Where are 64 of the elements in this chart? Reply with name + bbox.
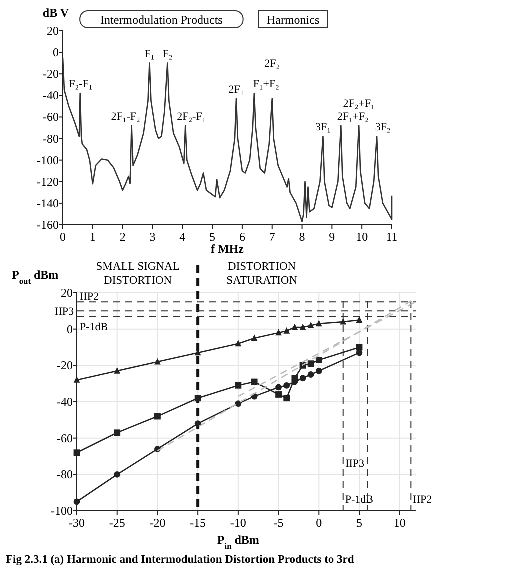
- annotation: 2F₁: [228, 84, 244, 96]
- y-tick-label: -20: [57, 358, 73, 373]
- x-tick-label: -30: [69, 516, 85, 530]
- x-tick-label: 3: [150, 230, 156, 244]
- caption: Fig 2.3.1 (a) Harmonic and Intermodulation Distortion Products to 3rd: [6, 554, 355, 566]
- y-tick-label: -40: [57, 395, 73, 409]
- x-tick-label: 10: [394, 516, 406, 530]
- annotation: F₁+F₂: [253, 78, 280, 91]
- y-axis-title: P$_{out}$ dBm: [12, 268, 59, 286]
- x-tick-label: 4: [180, 230, 186, 244]
- x-axis-title: P$_{in}$ dBm: [217, 533, 260, 550]
- annotation: 2F₂: [264, 58, 280, 70]
- x-tick-label: 1: [90, 230, 96, 244]
- text: Intermodulation Products: [100, 13, 224, 27]
- ref-line-label: IIP3: [346, 458, 366, 470]
- y-tick-label: 0: [67, 322, 73, 336]
- y-tick-label: -80: [43, 132, 59, 146]
- annotation: 2F₂-F₁: [177, 110, 206, 123]
- y-tick-label: -40: [43, 88, 59, 103]
- x-tick-label: 5: [356, 516, 362, 530]
- text: DISTORTION SATURATION: [226, 261, 298, 287]
- ref-line-label: IIP2: [80, 291, 99, 304]
- text: SMALL SIGNAL DISTORTION: [96, 261, 180, 287]
- annotation: F₂: [162, 48, 173, 60]
- annotation: F₁: [144, 48, 155, 60]
- x-tick-label: 8: [299, 230, 306, 244]
- ref-line-label: IIP2: [413, 494, 432, 506]
- annotation: F₂-F₁: [69, 78, 93, 91]
- annotation: 2F₁+F₂: [337, 110, 370, 123]
- x-tick-label: 11: [386, 230, 398, 244]
- annotation: 2F₂+F₁: [343, 98, 376, 110]
- y-tick-label: 20: [47, 24, 59, 38]
- x-axis-title: f MHz: [211, 242, 245, 256]
- y-tick-label: -100: [51, 504, 73, 518]
- x-tick-label: 10: [356, 230, 368, 244]
- y-tick-label: -120: [37, 174, 59, 189]
- x-tick-label: -20: [150, 516, 166, 530]
- annotation: 2F₁-F₂: [111, 110, 140, 123]
- y-axis-title: dB V: [42, 6, 70, 20]
- y-tick-label: -80: [57, 468, 73, 482]
- ref-line-label: P-1dB: [80, 322, 108, 334]
- x-tick-label: 6: [239, 230, 246, 244]
- x-tick-label: 0: [316, 516, 322, 530]
- y-tick-label: -60: [57, 431, 73, 446]
- x-tick-label: 9: [329, 230, 336, 244]
- y-tick-label: 20: [61, 286, 73, 300]
- annotation: 3F₂: [375, 122, 391, 134]
- y-tick-label: -160: [37, 218, 59, 232]
- annotation: 3F₁: [315, 122, 332, 134]
- y-tick-label: -20: [43, 67, 59, 82]
- x-tick-label: 2: [120, 230, 126, 244]
- x-tick-label: -25: [109, 516, 126, 530]
- x-tick-label: -5: [274, 516, 284, 530]
- x-tick-label: -10: [230, 516, 246, 530]
- y-tick-label: -140: [37, 196, 59, 210]
- text: Harmonics: [266, 13, 320, 27]
- x-tick-label: 7: [269, 230, 276, 244]
- ref-line-label: IIP3: [55, 306, 74, 318]
- ref-line-label: P-1dB: [345, 494, 374, 506]
- y-tick-label: -60: [43, 110, 59, 124]
- x-tick-label: -15: [190, 516, 206, 530]
- x-tick-label: 5: [210, 230, 216, 244]
- y-tick-label: -100: [37, 153, 59, 168]
- y-tick-label: 0: [53, 46, 59, 60]
